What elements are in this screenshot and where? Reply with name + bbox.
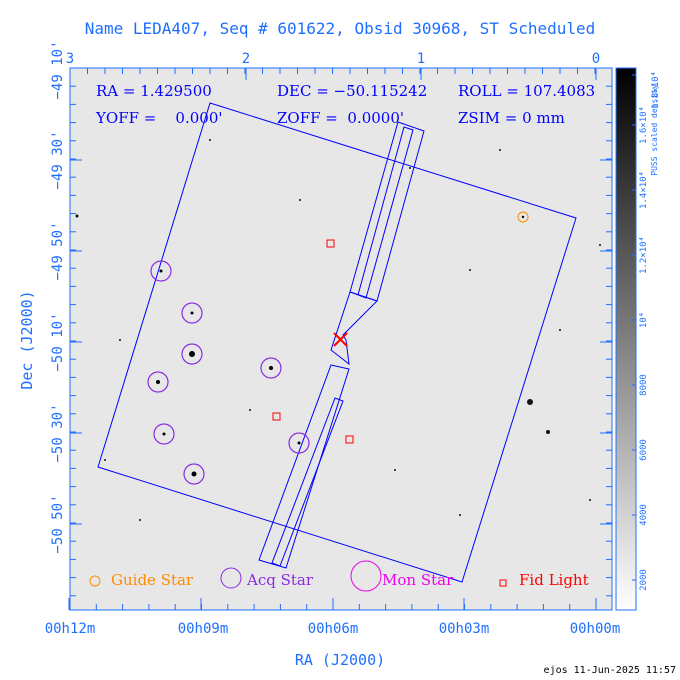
- fid-lights: [272, 239, 354, 444]
- cb-tick-1.4e4: 1.4×10⁴: [639, 171, 649, 209]
- axis-minor-ticks: [69, 67, 612, 610]
- zoff-value: ZOFF = 0.0000': [277, 109, 404, 127]
- zsim-value: ZSIM = 0 mm: [458, 109, 565, 127]
- cb-tick-8000: 8000: [639, 374, 649, 396]
- plot-title: Name LEDA407, Seq # 601622, Obsid 30968,…: [85, 19, 596, 38]
- cb-tick-1.2e4: 1.2×10⁴: [639, 236, 649, 274]
- cb-tick-1e4: 10⁴: [639, 312, 649, 328]
- top-tick-0: 0: [592, 51, 600, 67]
- fid-light-3: [345, 435, 354, 444]
- ra-tick-00h09m: 00h09m: [178, 621, 229, 637]
- guide-star-marker: [517, 211, 529, 223]
- field-stars: [75, 85, 601, 521]
- dec-tick-2: −49 30': [50, 130, 66, 189]
- dec-tick-3: −49 50': [50, 221, 66, 280]
- legend-guide-label: Guide Star: [111, 571, 194, 589]
- dec-tick-4: −50 10': [50, 312, 66, 371]
- acq-star-1: [150, 260, 172, 282]
- legend-guide-symbol: [89, 575, 101, 587]
- legend-mon-symbol: [350, 560, 382, 592]
- acq-star-markers: [147, 260, 310, 485]
- ra-value: RA = 1.429500: [96, 82, 212, 100]
- acq-star-5: [147, 371, 169, 393]
- colorbar-ticks: [632, 74, 636, 581]
- fid-light-1: [326, 239, 335, 248]
- target-marker: [333, 332, 348, 347]
- cb-tick-2000: 2000: [639, 569, 649, 591]
- ra-tick-00h06m: 00h06m: [308, 621, 359, 637]
- ra-tick-00h00m: 00h00m: [570, 621, 621, 637]
- x-axis-label: RA (J2000): [295, 651, 385, 669]
- slit-center: [330, 291, 378, 366]
- cb-tick-1.6e4: 1.6×10⁴: [639, 106, 649, 144]
- legend-fid-symbol: [499, 579, 507, 587]
- cb-tick-4000: 4000: [639, 504, 649, 526]
- ra-tick-00h12m: 00h12m: [45, 621, 96, 637]
- colorbar: 2000 4000 6000 8000 10⁴ 1.2×10⁴ 1.4×10⁴ …: [615, 67, 661, 611]
- bottom-tick-labels: 00h12m 00h09m 00h06m 00h03m 00h00m: [45, 621, 621, 637]
- ra-tick-00h03m: 00h03m: [439, 621, 490, 637]
- acq-star-6: [153, 423, 175, 445]
- left-tick-labels: −49 10' −49 30' −49 50' −50 10' −50 30' …: [50, 40, 66, 553]
- top-tick-2: 2: [242, 51, 250, 67]
- legend-acq-label: Acq Star: [246, 571, 314, 589]
- cb-tick-1.8e4: 1.8×10⁴: [651, 71, 661, 109]
- colorbar-gradient: [616, 68, 636, 610]
- acq-star-2: [181, 302, 203, 324]
- top-tick-3: 3: [66, 51, 74, 67]
- legend-acq-symbol: [220, 567, 242, 589]
- slit-lower-outer: [258, 364, 350, 569]
- top-tick-1: 1: [417, 51, 425, 67]
- legend-fid-label: Fid Light: [519, 571, 589, 589]
- yoff-value: YOFF = 0.000': [95, 109, 223, 127]
- detector-outline: [97, 102, 577, 583]
- dec-tick-6: −50 50': [50, 494, 66, 553]
- slit-upper-inner: [357, 126, 414, 299]
- fid-light-2: [272, 412, 281, 421]
- dec-tick-1: −49 10': [50, 40, 66, 99]
- plot-frame: [69, 67, 613, 611]
- acq-star-4: [260, 357, 282, 379]
- instrument-footprint: [97, 102, 577, 583]
- acq-star-3: [181, 343, 203, 365]
- cb-tick-6000: 6000: [639, 439, 649, 461]
- acq-star-cores: [156, 215, 525, 477]
- dec-value: DEC = −50.115242: [277, 82, 427, 100]
- colorbar-tick-labels: 2000 4000 6000 8000 10⁴ 1.2×10⁴ 1.4×10⁴ …: [639, 71, 661, 591]
- roll-value: ROLL = 107.4083: [458, 82, 595, 100]
- colorbar-label: PUSS scaled density: [650, 84, 659, 176]
- acq-star-7: [288, 432, 310, 454]
- dec-tick-5: −50 30': [50, 403, 66, 462]
- colorbar-frame: [615, 67, 637, 611]
- slit-lower-inner: [271, 397, 344, 567]
- legend: Guide Star Acq Star Mon Star Fid Light: [89, 560, 589, 592]
- pointing-info: RA = 1.429500 DEC = −50.115242 ROLL = 10…: [95, 82, 595, 127]
- top-tick-labels: 3 2 1 0: [66, 51, 600, 67]
- footer-timestamp: ejos 11-Jun-2025 11:57: [544, 665, 676, 676]
- y-axis-label: Dec (J2000): [18, 290, 36, 389]
- acq-star-8: [183, 463, 205, 485]
- legend-mon-label: Mon Star: [382, 571, 454, 589]
